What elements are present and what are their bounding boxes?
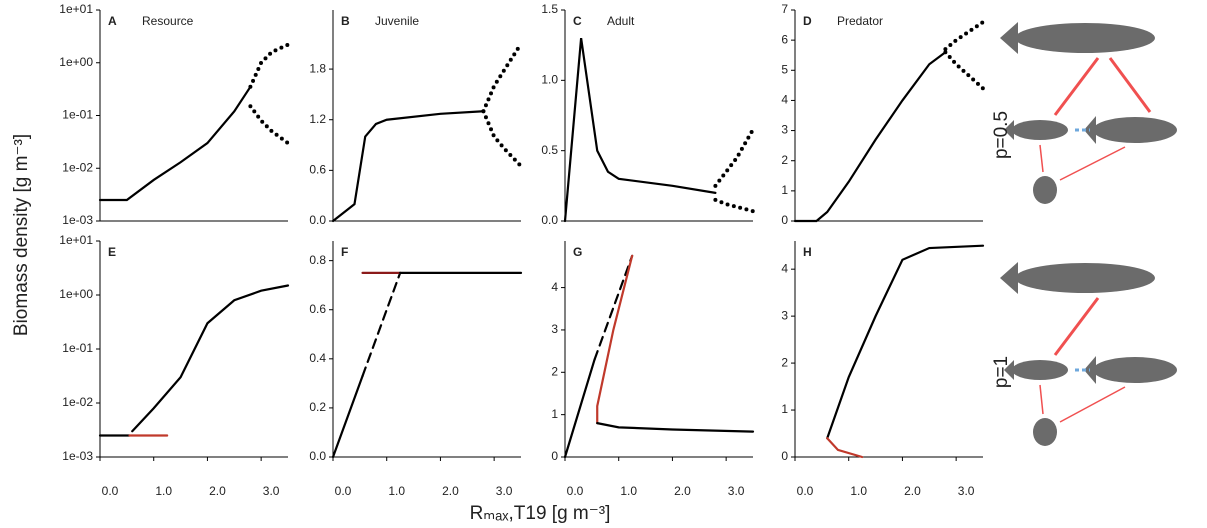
data-line (826, 244, 985, 440)
x-tick-label: 3.0 (263, 484, 280, 498)
data-line (248, 42, 290, 89)
x-axis-label: Rₘₐₓ,T19 [g m⁻³] (470, 503, 611, 524)
y-tick-label: 5 (781, 62, 788, 76)
y-tick-label: 1e+00 (59, 55, 93, 69)
y-tick-label: 1.8 (309, 61, 326, 75)
y-tick-label: 1e+00 (59, 287, 93, 301)
y-tick-label: 2 (551, 364, 558, 378)
x-tick-label: 1.0 (155, 484, 172, 498)
x-tick-label: 3.0 (958, 484, 975, 498)
y-tick-label: 2 (781, 355, 788, 369)
x-tick-label: 0.0 (797, 484, 814, 498)
panel-letter: G (573, 245, 582, 259)
data-line (596, 254, 634, 425)
y-tick-label: 0.6 (309, 302, 326, 316)
x-tick-label: 2.0 (209, 484, 226, 498)
y-tick-label: 0.6 (309, 163, 326, 177)
y-tick-label: 2 (781, 153, 788, 167)
y-tick-label: 0.0 (309, 449, 326, 463)
data-line (713, 127, 755, 188)
x-tick-label: 3.0 (496, 484, 513, 498)
y-tick-label: 1e-02 (62, 160, 93, 174)
panel-letter: A (108, 14, 117, 28)
y-tick-label: 0 (551, 449, 558, 463)
y-tick-label: 1.2 (309, 112, 326, 126)
y-tick-label: 3 (551, 322, 558, 336)
data-line (481, 109, 523, 169)
y-tick-label: 1e-01 (62, 108, 93, 122)
food-web-icon-top (1000, 22, 1177, 204)
y-tick-label: 4 (781, 93, 788, 107)
y-tick-label: 6 (781, 32, 788, 46)
panel-title: Predator (837, 14, 883, 28)
y-tick-label: 0 (781, 449, 788, 463)
data-line (331, 374, 364, 459)
side-label: p=1 (991, 356, 1012, 388)
y-tick-label: 1.0 (541, 73, 558, 87)
data-line (563, 37, 717, 223)
data-line (596, 422, 755, 433)
side-label: p=0.5 (991, 111, 1012, 159)
x-tick-label: 2.0 (904, 484, 921, 498)
y-tick-label: 1.5 (541, 2, 558, 16)
y-tick-label: 0.2 (309, 400, 326, 414)
y-tick-label: 0.8 (309, 253, 326, 267)
y-tick-label: 4 (551, 280, 558, 294)
x-tick-label: 0.0 (567, 484, 584, 498)
x-tick-label: 1.0 (620, 484, 637, 498)
panel-title: Juvenile (375, 14, 419, 28)
y-tick-label: 1e+01 (59, 2, 93, 16)
y-tick-label: 3 (781, 123, 788, 137)
data-line (248, 104, 290, 146)
data-line (713, 197, 755, 214)
food-web-icon-bottom (1000, 262, 1177, 446)
data-line (943, 20, 985, 52)
y-tick-label: 4 (781, 261, 788, 275)
data-line (481, 41, 523, 114)
y-tick-label: 1e-01 (62, 341, 93, 355)
x-tick-label: 1.0 (850, 484, 867, 498)
x-tick-label: 2.0 (674, 484, 691, 498)
panel-letter: C (573, 14, 582, 28)
y-tick-label: 0.0 (541, 213, 558, 227)
panel-title: Adult (607, 14, 635, 28)
data-line (98, 85, 252, 202)
data-line (593, 254, 634, 361)
y-axis-label: Biomass density [g m⁻³] (11, 134, 32, 336)
y-tick-label: 1 (551, 407, 558, 421)
panel-letter: D (803, 14, 812, 28)
x-tick-label: 0.0 (102, 484, 119, 498)
panel-letter: F (341, 245, 348, 259)
data-line (361, 271, 402, 378)
panel-letter: E (108, 245, 116, 259)
y-tick-label: 3 (781, 308, 788, 322)
panel-letter: B (341, 14, 350, 28)
x-tick-label: 0.0 (335, 484, 352, 498)
y-tick-label: 0 (781, 213, 788, 227)
data-line (331, 110, 485, 223)
data-line (131, 284, 290, 433)
x-tick-label: 2.0 (442, 484, 459, 498)
data-line (826, 437, 864, 459)
y-tick-label: 1e-03 (62, 213, 93, 227)
x-tick-label: 1.0 (388, 484, 405, 498)
y-tick-label: 1 (781, 183, 788, 197)
data-line (943, 50, 985, 91)
y-tick-label: 1e-02 (62, 395, 93, 409)
panel-letter: H (803, 245, 812, 259)
y-tick-label: 0.4 (309, 351, 326, 365)
data-line (793, 51, 947, 223)
y-tick-label: 1 (781, 402, 788, 416)
y-tick-label: 1e-03 (62, 449, 93, 463)
y-tick-label: 0.0 (309, 213, 326, 227)
x-tick-label: 3.0 (728, 484, 745, 498)
y-tick-label: 7 (781, 2, 788, 16)
data-line (563, 358, 596, 459)
panel-title: Resource (142, 14, 194, 28)
y-tick-label: 0.5 (541, 143, 558, 157)
y-tick-label: 1e+01 (59, 233, 93, 247)
